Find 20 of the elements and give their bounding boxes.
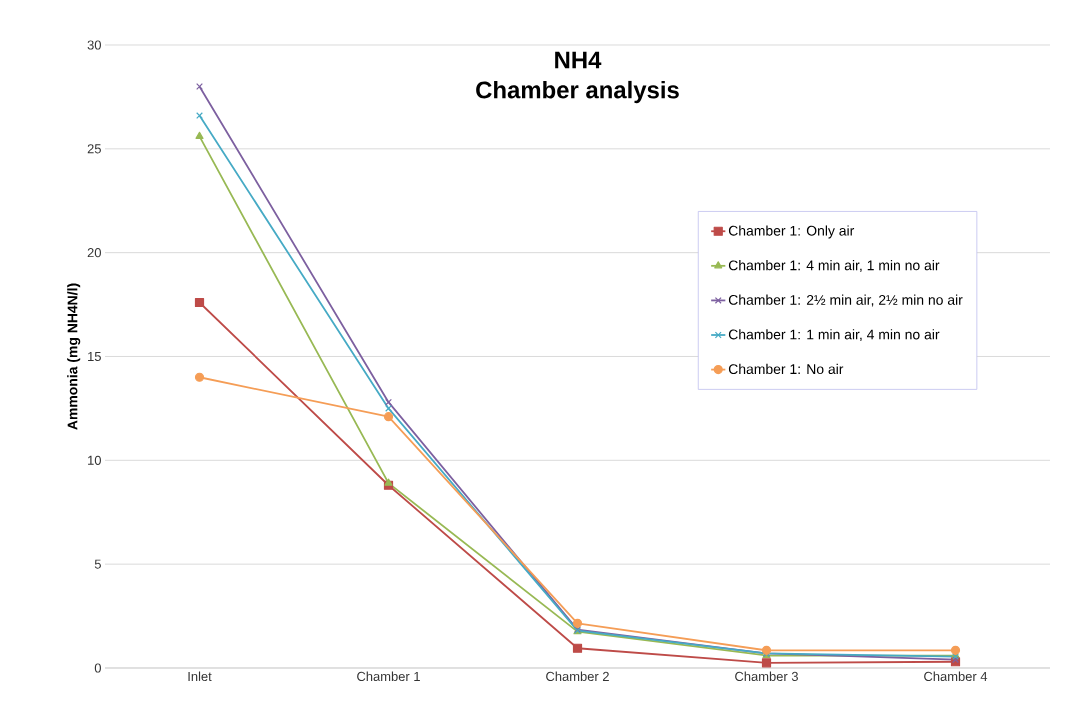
x-tick-label: Chamber 3 (735, 671, 798, 682)
x-tick-label: Chamber 4 (924, 671, 988, 682)
y-tick-label: 25 (87, 144, 101, 154)
legend-label: Chamber 1: Only air (728, 225, 855, 239)
chart-title: NH4 (555, 51, 602, 69)
legend-label: Chamber 1: 2½ min air, 2½ min no air (728, 294, 963, 307)
y-tick-label: 30 (87, 40, 101, 50)
y-tick-label: 5 (94, 559, 101, 569)
x-tick-label: Inlet (188, 671, 212, 682)
y-axis-title: Ammonia (mg NH4N/l) (67, 283, 81, 430)
y-tick-label: 0 (94, 663, 101, 673)
y-tick-label: 10 (88, 455, 101, 465)
legend-label: Chamber 1: 1 min air, 4 min no air (728, 329, 940, 342)
text: Chamber analysis (476, 80, 679, 104)
x-tick-label: Chamber 2 (546, 671, 609, 682)
legend-label: Chamber 1: 4 min air, 1 min no air (728, 260, 940, 272)
legend-label: Chamber 1: No air (728, 363, 844, 375)
y-tick-label: 20 (87, 248, 101, 258)
x-tick-label: Chamber 1 (357, 671, 420, 682)
y-tick-label: 15 (88, 351, 101, 361)
